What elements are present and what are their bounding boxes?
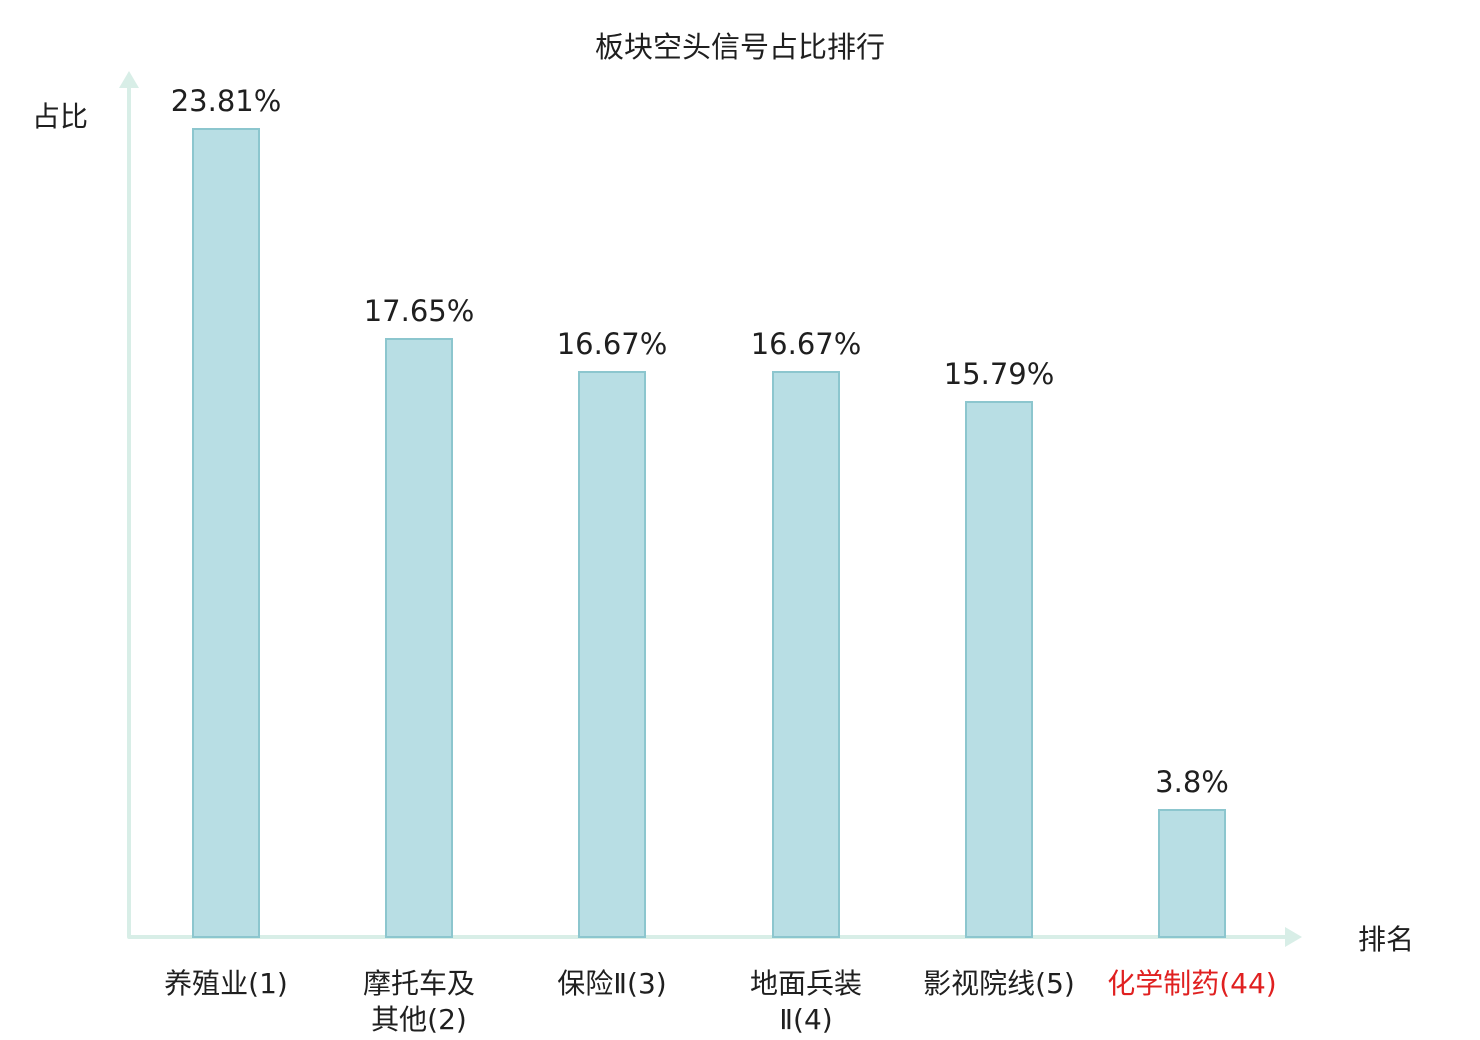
bar xyxy=(965,401,1033,938)
x-axis-label: 排名 xyxy=(1358,923,1415,956)
bar xyxy=(578,371,646,938)
y-axis-label: 占比 xyxy=(32,100,89,133)
bar-category-label: 地面兵装 Ⅱ(4) xyxy=(749,967,862,1036)
bar-value-label: 16.67% xyxy=(750,327,862,361)
bar xyxy=(385,338,453,938)
bar-value-label: 15.79% xyxy=(943,357,1055,391)
bar-category-label: 养殖业(1) xyxy=(164,967,288,1000)
y-axis-arrow-icon xyxy=(119,71,139,88)
y-axis-line xyxy=(127,86,131,938)
bar-category-label: 摩托车及 其他(2) xyxy=(362,967,475,1036)
x-axis-line xyxy=(127,935,1287,939)
bar-value-label: 23.81% xyxy=(170,84,282,118)
bar xyxy=(192,128,260,938)
bar-category-label: 保险Ⅱ(3) xyxy=(557,967,667,1000)
bar xyxy=(1158,809,1226,938)
chart-title: 板块空头信号占比排行 xyxy=(594,30,885,64)
bar xyxy=(772,371,840,938)
x-axis-arrow-icon xyxy=(1285,927,1302,947)
bar-category-label: 影视院线(5) xyxy=(923,967,1075,1000)
bar-category-label: 化学制药(44) xyxy=(1107,967,1277,1000)
bar-value-label: 16.67% xyxy=(556,327,668,361)
bar-value-label: 17.65% xyxy=(363,294,475,328)
bar-value-label: 3.8% xyxy=(1155,765,1229,799)
